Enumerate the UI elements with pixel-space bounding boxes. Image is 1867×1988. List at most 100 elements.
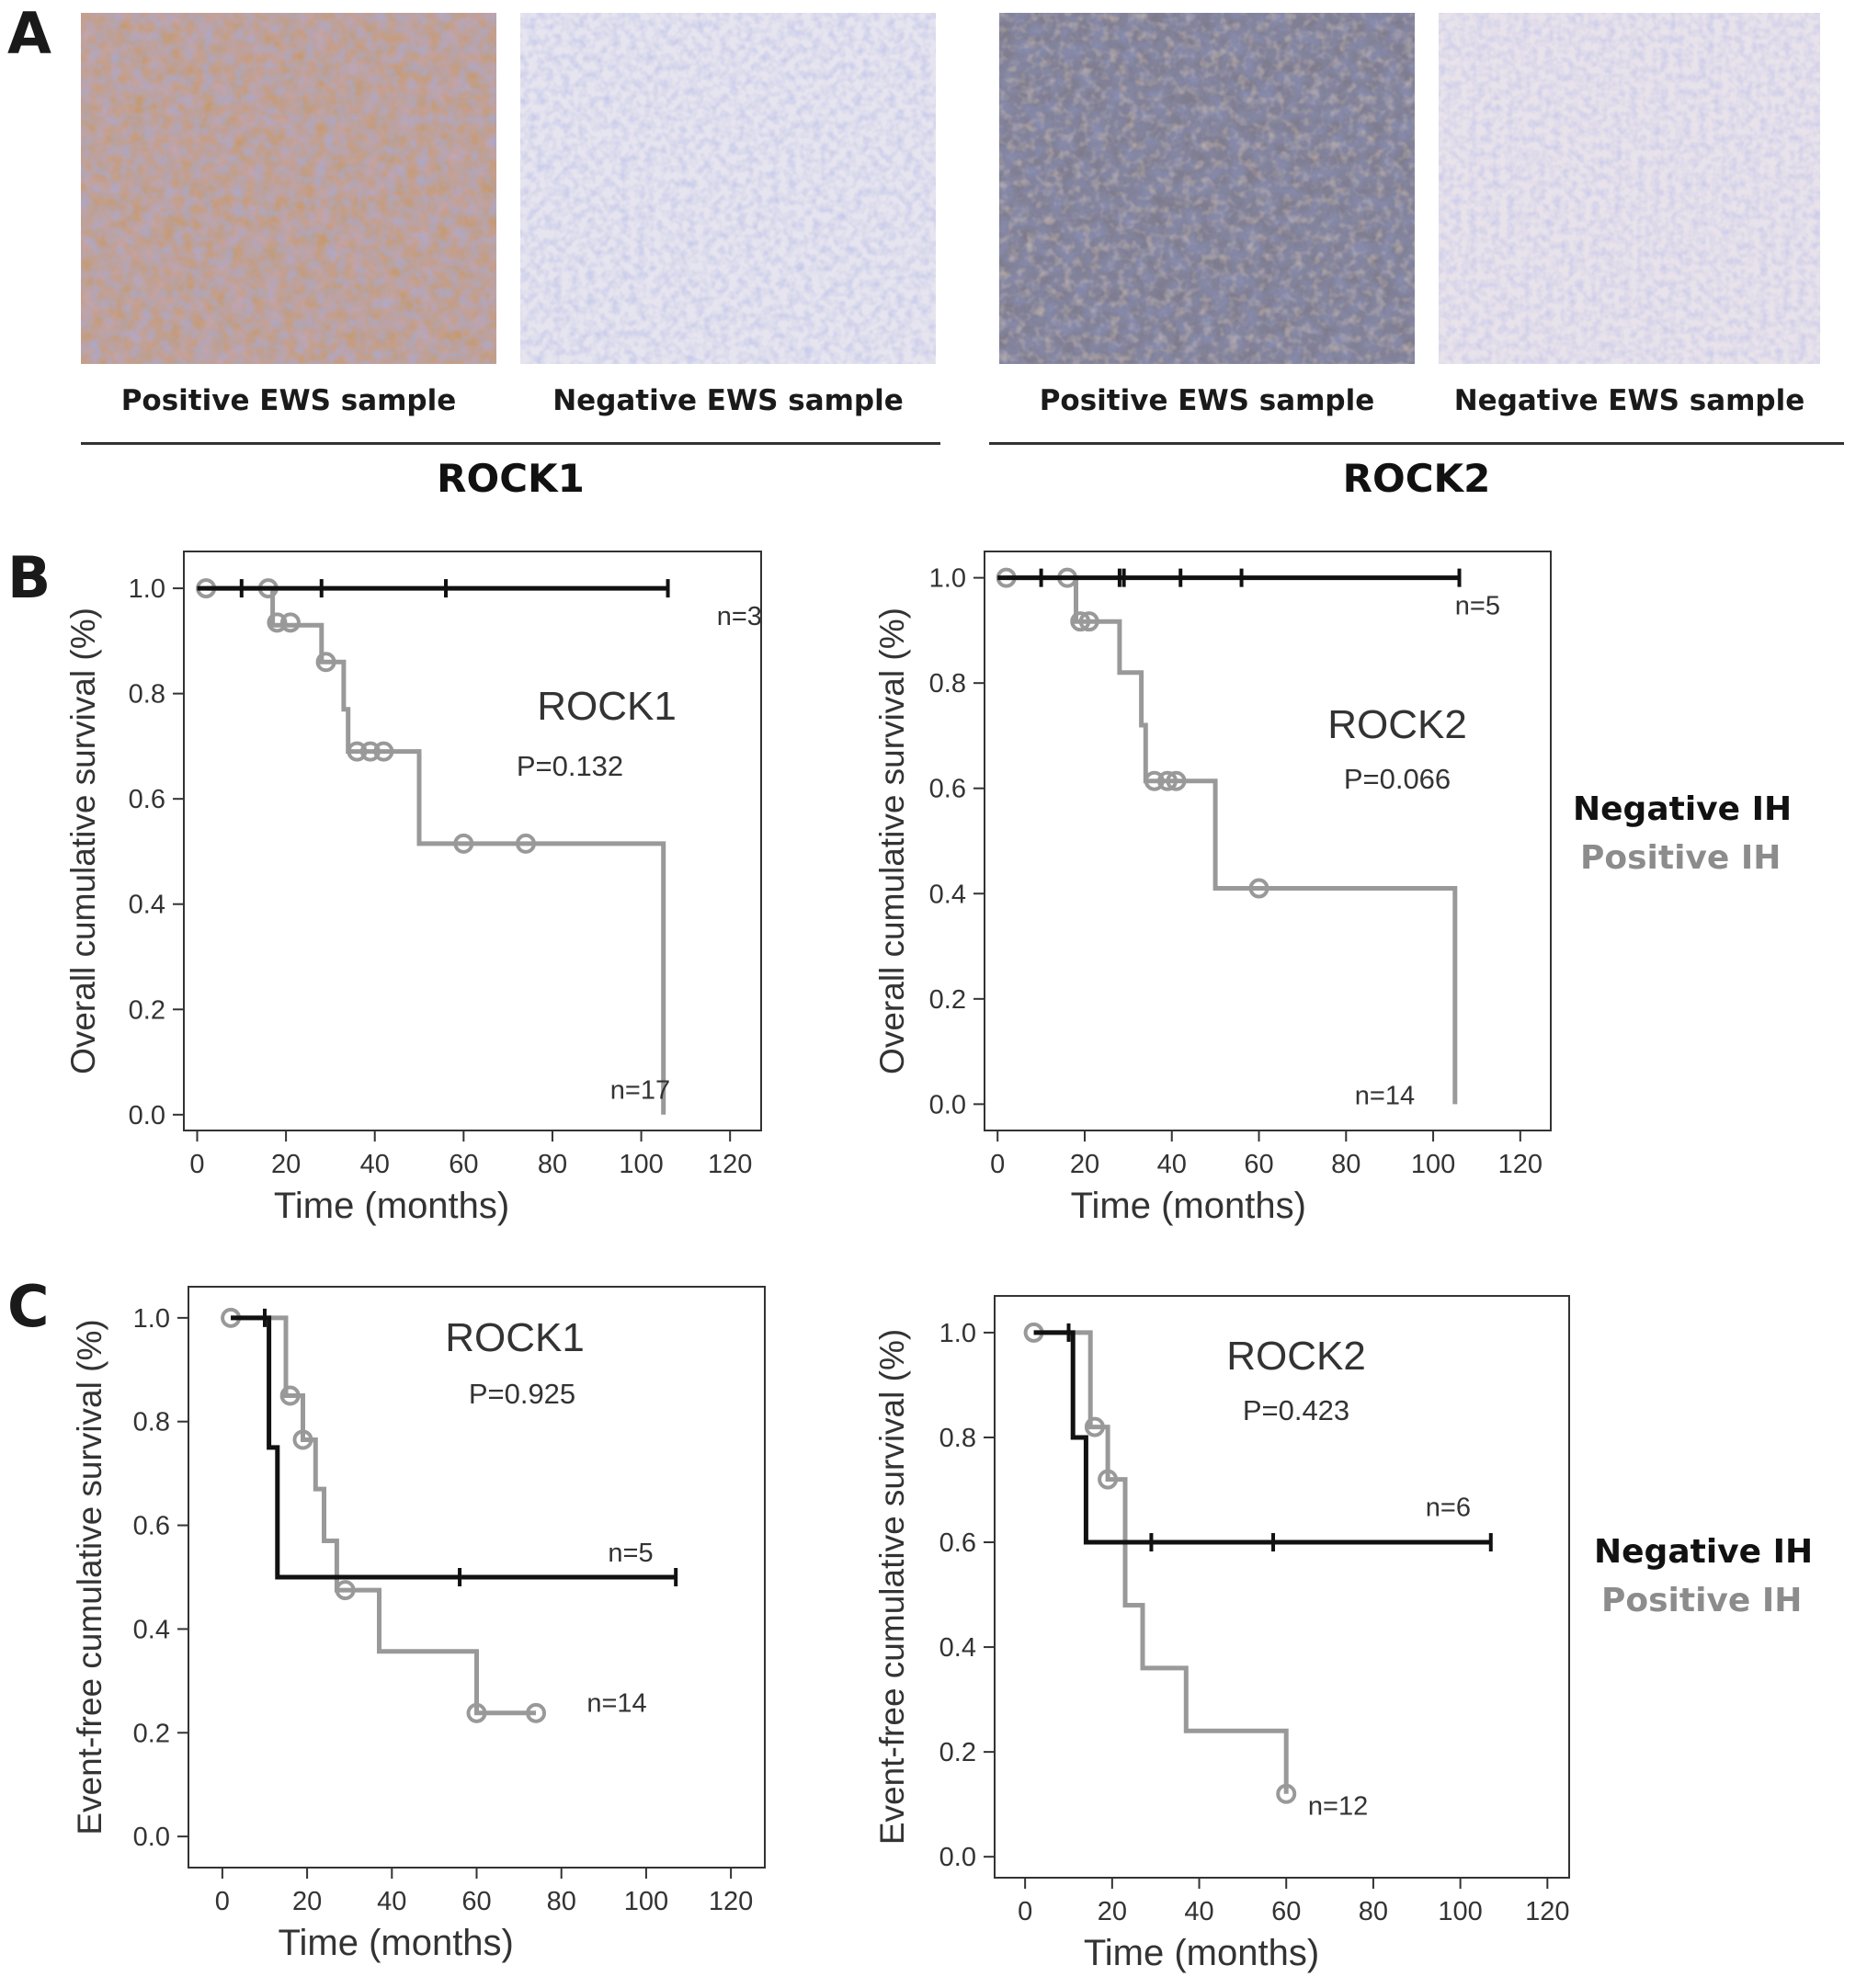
censor-circle bbox=[1276, 1783, 1297, 1804]
survival-curve-negative-ih bbox=[231, 1315, 677, 1580]
y-tick-label: 0.4 bbox=[129, 891, 165, 920]
chart-title: ROCK1 bbox=[445, 1315, 585, 1360]
x-axis-label: Time (months) bbox=[274, 1186, 509, 1226]
p-value: P=0.925 bbox=[469, 1378, 575, 1410]
n-label-negative-ih: n=5 bbox=[1455, 592, 1500, 621]
censor-circle bbox=[466, 1702, 487, 1723]
y-tick-label: 0.2 bbox=[929, 985, 966, 1015]
p-value: P=0.132 bbox=[517, 750, 623, 782]
y-axis-label: Event-free cumulative survival (%) bbox=[71, 1319, 108, 1835]
survival-curve-negative-ih bbox=[1033, 1330, 1491, 1545]
panel-label-a: A bbox=[7, 0, 51, 67]
chart-rock2-c: 0 20 40 60 80 100 120 0.0 0.2 0.4 0.6 0.8 1.0 Time (m… bbox=[873, 1295, 1570, 1973]
n-label-positive-ih: n=12 bbox=[1308, 1792, 1368, 1822]
x-tick-label: 80 bbox=[547, 1887, 576, 1916]
micrograph-rock1-negative-image bbox=[520, 13, 936, 364]
x-tick-label: 100 bbox=[1438, 1897, 1482, 1926]
censor-circle bbox=[1098, 1469, 1119, 1490]
chart-rock1-c: 0 20 40 60 80 100 120 0.0 0.2 0.4 0.6 0.8 1.0 Time (m… bbox=[71, 1286, 766, 1963]
censor-circle bbox=[315, 652, 336, 673]
series-positive-ih: n=17 bbox=[196, 578, 670, 1115]
y-tick-label: 0.6 bbox=[939, 1528, 976, 1558]
micrograph-rock2-negative bbox=[1439, 13, 1820, 364]
survival-curve-positive-ih bbox=[231, 1315, 536, 1716]
chart-title: ROCK1 bbox=[537, 684, 677, 729]
chart-title: ROCK2 bbox=[1226, 1334, 1366, 1379]
y-tick-label: 0.8 bbox=[939, 1424, 976, 1453]
series-negative-ih: n=5 bbox=[997, 568, 1500, 621]
x-tick-label: 80 bbox=[1359, 1897, 1388, 1926]
censor-circle bbox=[359, 741, 381, 762]
divider-rock2 bbox=[989, 442, 1844, 445]
micrograph-rock2-negative-image bbox=[1439, 13, 1820, 364]
micrograph-rock2-positive-image bbox=[999, 13, 1415, 364]
y-tick-label: 0.2 bbox=[129, 995, 165, 1025]
plot-frame bbox=[994, 1295, 1570, 1879]
x-tick-label: 20 bbox=[1098, 1897, 1127, 1926]
group-label-rock1: ROCK1 bbox=[437, 456, 585, 501]
legend-negative-ih-b: Negative IH bbox=[1573, 790, 1793, 828]
x-tick-label: 20 bbox=[271, 1150, 301, 1179]
y-tick-label: 0.8 bbox=[133, 1408, 170, 1437]
x-tick-label: 120 bbox=[1498, 1150, 1543, 1179]
y-tick-label: 0.6 bbox=[129, 785, 165, 814]
series-positive-ih: n=14 bbox=[996, 567, 1458, 1110]
panel-label-b: B bbox=[7, 544, 51, 611]
y-tick-label: 0.4 bbox=[939, 1633, 976, 1663]
series-negative-ih: n=5 bbox=[231, 1308, 678, 1586]
censor-circle bbox=[453, 833, 474, 854]
p-value: P=0.066 bbox=[1344, 763, 1451, 795]
chart-title: ROCK2 bbox=[1327, 702, 1467, 747]
plot-frame bbox=[183, 551, 762, 1131]
y-tick-label: 0.2 bbox=[939, 1738, 976, 1767]
censor-circle bbox=[292, 1429, 313, 1450]
x-tick-label: 60 bbox=[449, 1150, 478, 1179]
legend-positive-ih-c: Positive IH bbox=[1601, 1582, 1803, 1619]
y-tick-label: 0.8 bbox=[929, 669, 966, 699]
x-tick-label: 0 bbox=[990, 1150, 1005, 1179]
censor-circle bbox=[1084, 1416, 1105, 1437]
survival-curve-positive-ih bbox=[1033, 1330, 1289, 1794]
x-tick-label: 80 bbox=[538, 1150, 567, 1179]
y-tick-label: 1.0 bbox=[129, 574, 165, 604]
y-tick-label: 1.0 bbox=[939, 1319, 976, 1348]
x-tick-label: 120 bbox=[708, 1150, 752, 1179]
n-label-positive-ih: n=17 bbox=[610, 1076, 670, 1106]
censor-circle bbox=[1078, 611, 1099, 632]
chart-rock1-b: 0 20 40 60 80 100 120 0.0 0.2 0.4 0.6 0.8 1.0 Time (m… bbox=[64, 551, 762, 1226]
x-axis-label: Time (months) bbox=[1084, 1933, 1319, 1973]
micrograph-rock1-positive bbox=[81, 13, 496, 364]
series-positive-ih: n=12 bbox=[1023, 1322, 1368, 1822]
censor-circle bbox=[279, 612, 301, 633]
n-label-negative-ih: n=3 bbox=[717, 602, 762, 631]
caption-rock2-positive: Positive EWS sample bbox=[1039, 384, 1375, 417]
censor-circle bbox=[347, 741, 368, 762]
y-axis-label: Overall cumulative survival (%) bbox=[64, 608, 102, 1074]
x-tick-label: 40 bbox=[1184, 1897, 1213, 1926]
series-negative-ih: n=6 bbox=[1033, 1323, 1493, 1552]
x-tick-label: 80 bbox=[1331, 1150, 1360, 1179]
legend-positive-ih-b: Positive IH bbox=[1580, 839, 1782, 877]
censor-circle bbox=[267, 612, 288, 633]
y-tick-label: 0.2 bbox=[133, 1719, 170, 1748]
x-tick-label: 40 bbox=[1157, 1150, 1187, 1179]
x-tick-label: 100 bbox=[1411, 1150, 1455, 1179]
censor-circle bbox=[1070, 611, 1091, 632]
n-label-positive-ih: n=14 bbox=[586, 1689, 646, 1719]
censor-circle bbox=[1157, 770, 1178, 791]
x-tick-label: 0 bbox=[1018, 1897, 1032, 1926]
micrograph-rock1-negative bbox=[520, 13, 936, 364]
chart-rock2-b: 0 20 40 60 80 100 120 0.0 0.2 0.4 0.6 0.8 1.0 Time (m… bbox=[873, 551, 1552, 1226]
y-tick-label: 0.0 bbox=[133, 1823, 170, 1852]
n-label-negative-ih: n=6 bbox=[1426, 1494, 1471, 1523]
x-axis-label: Time (months) bbox=[1071, 1186, 1306, 1226]
x-tick-label: 120 bbox=[709, 1887, 753, 1916]
censor-circle bbox=[526, 1702, 547, 1723]
legend-negative-ih-c: Negative IH bbox=[1594, 1533, 1814, 1571]
y-tick-label: 0.0 bbox=[129, 1101, 165, 1130]
survival-curve-positive-ih bbox=[1006, 575, 1458, 1105]
y-tick-label: 1.0 bbox=[929, 564, 966, 594]
n-label-negative-ih: n=5 bbox=[608, 1539, 653, 1568]
censor-circle bbox=[1248, 878, 1269, 899]
y-axis-label: Event-free cumulative survival (%) bbox=[873, 1329, 911, 1845]
